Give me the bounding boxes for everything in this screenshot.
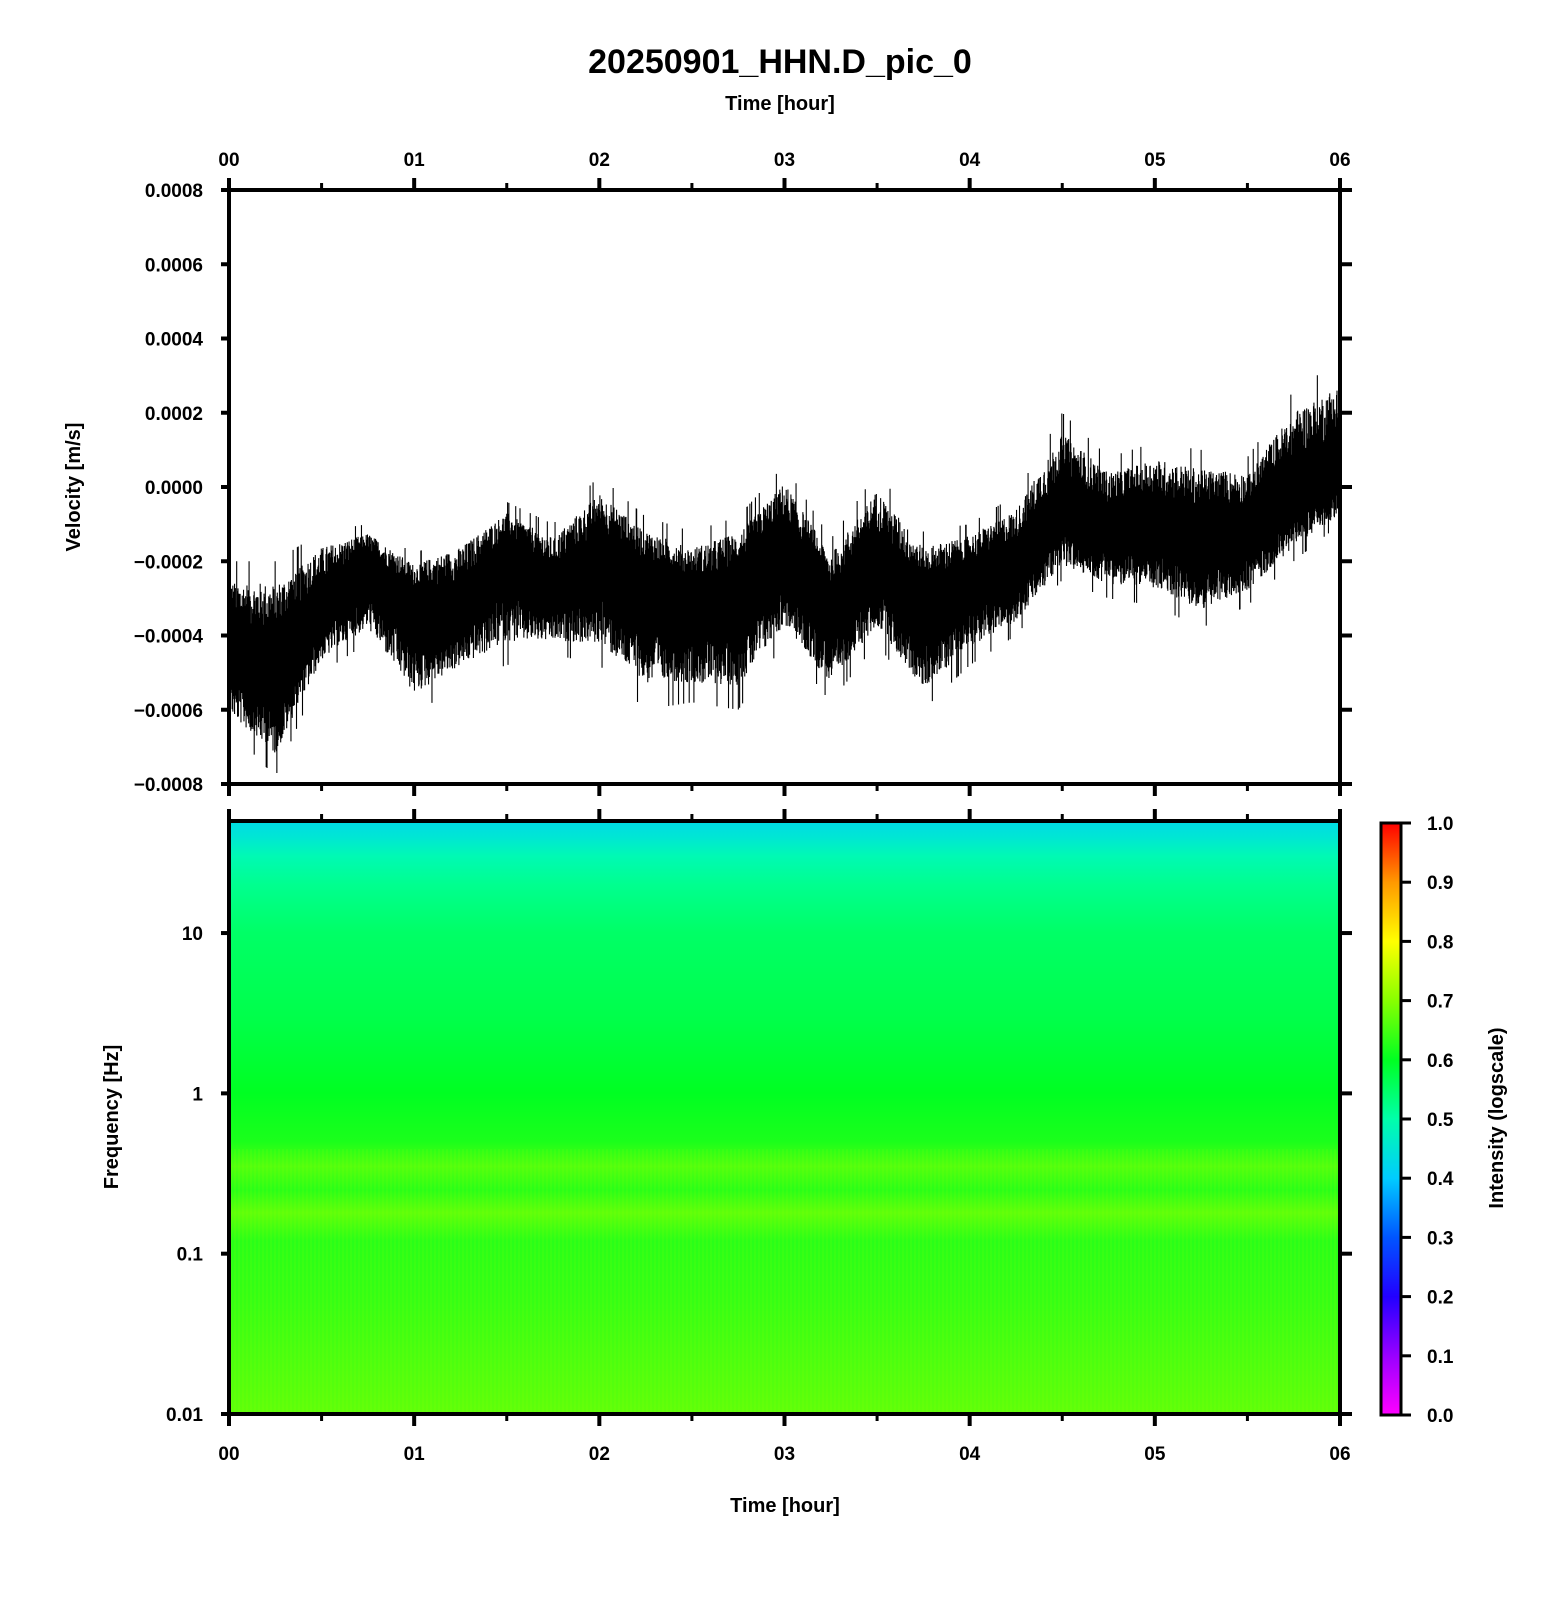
waveform-y-tick-label: −0.0004 (134, 627, 204, 648)
waveform-y-axis-label: Velocity [m/s] (63, 423, 85, 552)
spectrogram-x-tick-label: 05 (1144, 1444, 1166, 1465)
waveform-trace (228, 375, 1341, 774)
spectrogram-x-tick-label: 06 (1329, 1444, 1350, 1465)
spectrogram-y-axis-label: Frequency [Hz] (101, 1045, 123, 1189)
spectrogram-image (229, 821, 1340, 1414)
waveform-y-tick-label: −0.0008 (134, 775, 203, 796)
waveform-top-x-ticks: 00 01 02 03 04 05 06 (218, 150, 1351, 190)
colorbar-tick-label: 0.9 (1427, 873, 1453, 894)
spectrogram-x-tick-label: 03 (774, 1444, 795, 1465)
colorbar-tick-label: 0.5 (1427, 1110, 1454, 1131)
colorbar-tick-label: 0.2 (1427, 1288, 1453, 1309)
spectrogram-x-tick-label: 01 (404, 1444, 426, 1465)
spectrogram-panel: 00 01 02 03 04 05 06 10 1 0.1 0.01 Frequency [Hz]… (101, 809, 1352, 1517)
spectrogram-y-ticks: 10 1 0.1 0.01 (166, 924, 1352, 1426)
spectrogram-x-ticks: 00 01 02 03 04 05 06 (218, 809, 1351, 1465)
waveform-y-tick-label: −0.0006 (134, 701, 203, 722)
waveform-series-line (228, 375, 1341, 774)
spectrogram-y-tick-label: 1 (192, 1084, 203, 1105)
waveform-y-tick-label: 0.0004 (145, 330, 204, 351)
colorbar-tick-label: 0.6 (1427, 1051, 1453, 1072)
chart-title: 20250901_HHN.D_pic_0 (588, 43, 972, 81)
colorbar-tick-label: 0.4 (1427, 1169, 1454, 1190)
colorbar-label: Intensity (logscale) (1486, 1027, 1508, 1208)
waveform-y-tick-label: 0.0000 (145, 478, 203, 499)
colorbar-tick-label: 1.0 (1427, 814, 1453, 835)
waveform-top-x-tick-label: 00 (218, 150, 239, 171)
waveform-top-x-tick-label: 05 (1144, 150, 1166, 171)
waveform-y-tick-label: −0.0002 (134, 552, 203, 573)
spectrogram-y-tick-label: 0.1 (177, 1245, 204, 1266)
colorbar: 1.0 0.9 0.8 0.7 0.6 0.5 0.4 0.3 0.2 0.1 0.0 Intens… (1379, 814, 1508, 1427)
colorbar-ticks: 1.0 0.9 0.8 0.7 0.6 0.5 0.4 0.3 0.2 0.1 0.0 (1401, 814, 1454, 1427)
colorbar-tick-label: 0.7 (1427, 992, 1453, 1013)
bottom-x-axis-label: Time [hour] (730, 1495, 840, 1517)
waveform-y-tick-label: 0.0006 (145, 255, 203, 276)
waveform-top-x-tick-label: 04 (959, 150, 981, 171)
colorbar-gradient (1379, 821, 1403, 1417)
waveform-top-x-tick-label: 01 (404, 150, 426, 171)
spectrogram-y-tick-label: 10 (182, 924, 203, 945)
colorbar-tick-label: 0.0 (1427, 1406, 1453, 1427)
spectrogram-x-tick-label: 02 (589, 1444, 610, 1465)
waveform-y-tick-label: 0.0008 (145, 181, 203, 202)
colorbar-tick-label: 0.3 (1427, 1228, 1453, 1249)
spectrogram-x-tick-label: 04 (959, 1444, 981, 1465)
waveform-top-x-tick-label: 02 (589, 150, 610, 171)
waveform-top-x-tick-label: 06 (1329, 150, 1350, 171)
waveform-panel: 00 01 02 03 04 05 06 0.00080.00060.00040.00020… (63, 150, 1352, 796)
waveform-y-ticks: 0.0008 0.0006 0.0004 0.0002 0.0000 −0.0002 −0.… (134, 181, 1352, 796)
spectrogram-y-tick-label: 0.01 (166, 1405, 203, 1426)
colorbar-tick-label: 0.1 (1427, 1347, 1454, 1368)
waveform-y-tick-label: 0.0002 (145, 404, 203, 425)
spectrogram-x-tick-label: 00 (218, 1444, 239, 1465)
colorbar-tick-label: 0.8 (1427, 932, 1453, 953)
top-x-axis-label: Time [hour] (725, 93, 835, 115)
waveform-top-x-tick-label: 03 (774, 150, 795, 171)
